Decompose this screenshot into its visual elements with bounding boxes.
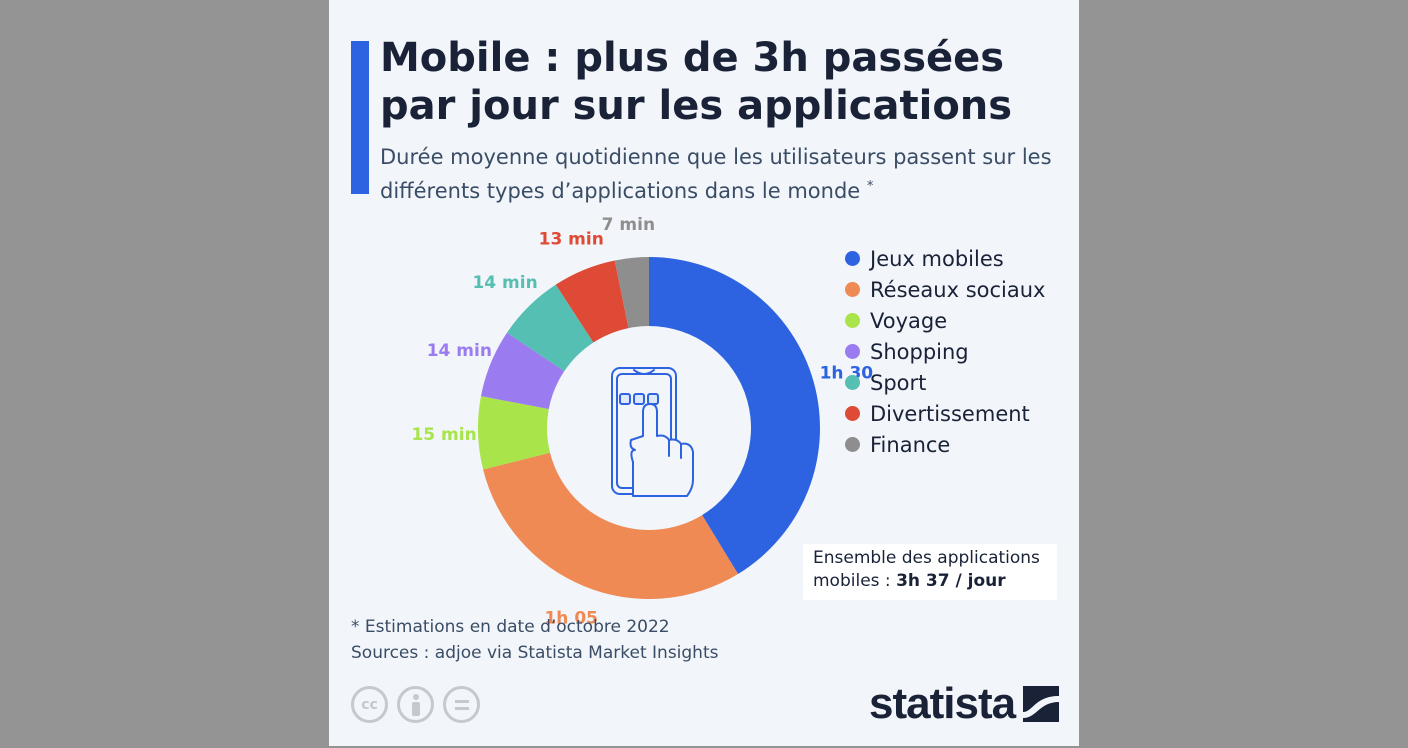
total-box: Ensemble des applications mobiles : 3h 3…	[803, 544, 1057, 600]
legend-swatch	[845, 437, 860, 452]
legend-swatch	[845, 344, 860, 359]
legend-label: Shopping	[870, 339, 969, 364]
legend-swatch	[845, 313, 860, 328]
donut-slice-divertissement	[555, 260, 629, 343]
legend-item: Shopping	[845, 336, 1046, 367]
infographic-card: Mobile : plus de 3h passées par jour sur…	[329, 0, 1079, 746]
slice-value-label: 1h 30	[820, 364, 874, 384]
legend-label: Finance	[870, 432, 951, 457]
total-prefix: Ensemble des applications mobiles :	[813, 548, 1040, 591]
donut-slice-voyage	[478, 396, 551, 470]
footnotes: * Estimations en date d’octobre 2022 Sou…	[351, 614, 718, 666]
slice-value-label: 15 min	[411, 425, 476, 445]
slice-value-label: 14 min	[427, 341, 492, 361]
legend-item: Finance	[845, 429, 1046, 460]
brand-name: statista	[869, 679, 1016, 728]
total-value: 3h 37 / jour	[896, 571, 1006, 591]
legend: Jeux mobiles Réseaux sociaux Voyage Shoppin…	[845, 243, 1046, 460]
title-accent-bar	[351, 41, 369, 194]
legend-label: Voyage	[870, 308, 948, 333]
legend-label: Divertissement	[870, 401, 1030, 426]
legend-item: Voyage	[845, 305, 1046, 336]
donut-slice-finance	[614, 257, 649, 329]
subtitle-footnote-mark: *	[866, 179, 874, 194]
statista-mark-icon	[1023, 686, 1060, 722]
estimation-note: * Estimations en date d’octobre 2022	[351, 617, 670, 637]
legend-swatch	[845, 406, 860, 421]
slice-value-label: 7 min	[602, 215, 655, 235]
legend-swatch	[845, 282, 860, 297]
chart-subtitle: Durée moyenne quotidienne que les utilis…	[380, 142, 1070, 206]
slice-value-label: 13 min	[539, 229, 604, 249]
attribution-icon	[397, 686, 434, 723]
statista-logo: statista	[869, 679, 1060, 728]
chart-title: Mobile : plus de 3h passées par jour sur…	[380, 35, 1013, 129]
slice-value-label: 1h 05	[544, 609, 598, 629]
legend-item: Réseaux sociaux	[845, 274, 1046, 305]
slice-value-label: 14 min	[472, 273, 537, 293]
legend-swatch	[845, 251, 860, 266]
donut-slice-sport	[506, 284, 594, 372]
legend-item: Jeux mobiles	[845, 243, 1046, 274]
subtitle-text: Durée moyenne quotidienne que les utilis…	[380, 145, 1052, 203]
legend-item: Sport	[845, 367, 1046, 398]
smartphone-tap-icon	[611, 367, 694, 497]
donut-slice-shopping	[480, 332, 565, 410]
license-icons: cc	[351, 686, 480, 723]
legend-label: Réseaux sociaux	[870, 277, 1046, 302]
donut-slice-jeux-mobiles	[649, 257, 820, 574]
legend-swatch	[845, 375, 860, 390]
donut-slice-r-seaux-sociaux	[483, 452, 739, 600]
legend-item: Divertissement	[845, 398, 1046, 429]
legend-label: Jeux mobiles	[870, 246, 1004, 271]
donut-slices	[478, 257, 820, 600]
legend-label: Sport	[870, 370, 927, 395]
no-derivatives-icon	[443, 686, 480, 723]
cc-icon: cc	[351, 686, 388, 723]
source-note: Sources : adjoe via Statista Market Insi…	[351, 643, 719, 663]
